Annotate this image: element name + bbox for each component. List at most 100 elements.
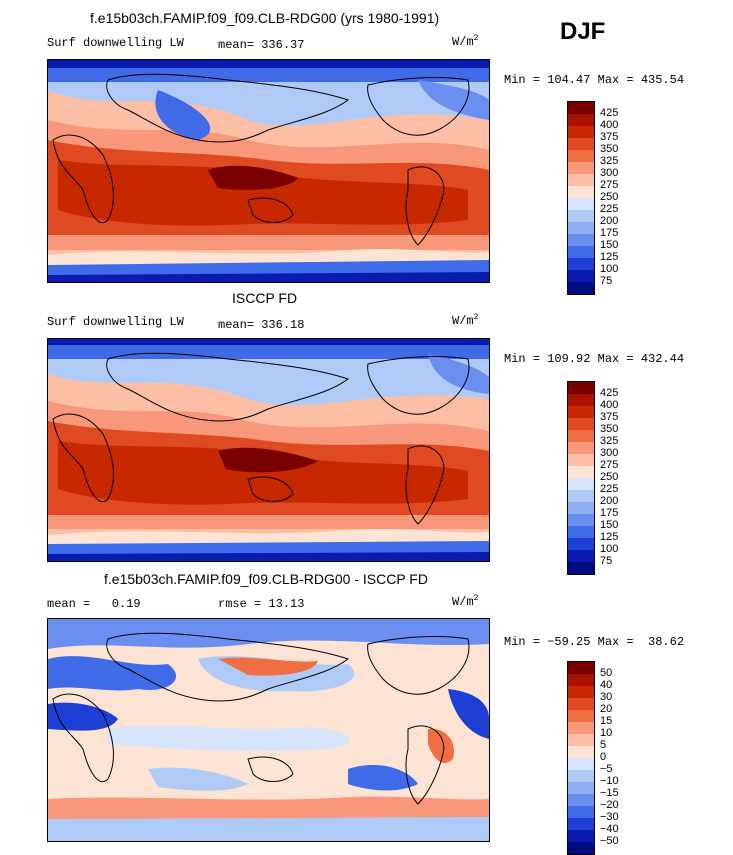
colorbar-tick-label: 325 (600, 435, 619, 447)
colorbar-tick-label: 325 (600, 155, 619, 167)
panel-2-stat-label: mean= (218, 318, 255, 332)
colorbar-tick-label: −10 (600, 775, 619, 787)
colorbar-swatch (568, 490, 594, 502)
colorbar-swatch (568, 502, 594, 514)
colorbar-swatch (568, 246, 594, 258)
panel-2-title: ISCCP FD (232, 290, 298, 306)
colorbar-tick-label: 425 (600, 387, 619, 399)
colorbar-swatch (568, 818, 594, 830)
colorbar-tick-label: 100 (600, 543, 619, 555)
colorbar-tick-label: −40 (600, 823, 619, 835)
colorbar-tick-label: 50 (600, 667, 613, 679)
colorbar-tick-label: 0 (600, 751, 607, 763)
colorbar-swatch (568, 454, 594, 466)
colorbar-swatch (568, 126, 594, 138)
colorbar-tick-label: 150 (600, 519, 619, 531)
colorbar-tick-label: 400 (600, 119, 619, 131)
panel-3-title: f.e15b03ch.FAMIP.f09_f09.CLB-RDG00 - ISC… (104, 571, 428, 587)
colorbar-tick-label: 400 (600, 399, 619, 411)
colorbar-tick-label: 375 (600, 411, 619, 423)
colorbar-tick-label: 175 (600, 227, 619, 239)
panel-2-variable-label: Surf downwelling LW (47, 315, 184, 329)
colorbar-swatch (568, 722, 594, 734)
colorbar-tick-label: 20 (600, 703, 613, 715)
panel-3-mean-label: mean = 0.19 (47, 597, 141, 611)
colorbar-tick-label: 150 (600, 239, 619, 251)
colorbar-swatch (568, 794, 594, 806)
colorbar-tick-label: −50 (600, 835, 619, 847)
panel-2-colorbar-labels: 425 400 375 350 325 300 275 250 225 200 175 150 125 1… (600, 387, 618, 567)
panel-3-rmse-value: 13.13 (268, 597, 305, 611)
colorbar-swatch (568, 418, 594, 430)
colorbar-tick-label: −15 (600, 787, 619, 799)
colorbar-swatch (568, 382, 594, 394)
colorbar-swatch (568, 442, 594, 454)
colorbar-swatch (568, 478, 594, 490)
panel-2-map-svg (48, 339, 489, 561)
panel-2-colorbar (567, 381, 595, 575)
panel-3-map-svg (48, 619, 489, 841)
colorbar-swatch (568, 102, 594, 114)
colorbar-swatch (568, 550, 594, 562)
panel-1-minmax: Min = 104.47 Max = 435.54 (504, 73, 685, 87)
panel-2-mean-label: mean= 336.18 (218, 318, 304, 332)
colorbar-tick-label: −30 (600, 811, 619, 823)
panel-3-unit: W/m2 (452, 594, 479, 609)
colorbar-swatch (568, 842, 594, 854)
colorbar-tick-label: 30 (600, 691, 613, 703)
colorbar-swatch (568, 210, 594, 222)
panel-1-stat-label: mean= (218, 38, 255, 52)
colorbar-tick-label: −20 (600, 799, 619, 811)
panel-1-colorbar-labels: 425 400 375 350 325 300 275 250 225 200 175 150 125 1… (600, 107, 618, 287)
colorbar-swatch (568, 758, 594, 770)
colorbar-tick-label: 375 (600, 131, 619, 143)
colorbar-tick-label: 250 (600, 471, 619, 483)
colorbar-swatch (568, 430, 594, 442)
colorbar-swatch (568, 734, 594, 746)
panel-1-map (47, 59, 490, 283)
colorbar-tick-label: 275 (600, 179, 619, 191)
panel-3-stat-label: rmse = (218, 597, 262, 611)
colorbar-swatch (568, 234, 594, 246)
season-label: DJF (560, 18, 606, 45)
colorbar-swatch (568, 806, 594, 818)
colorbar-swatch (568, 674, 594, 686)
colorbar-tick-label: 275 (600, 459, 619, 471)
panel-3-rmse-label: rmse = 13.13 (218, 597, 304, 611)
panel-3-colorbar-labels: 50 40 30 20 15 10 5 0 −5 −10 −15 −20 −30 −40 −50 (600, 667, 619, 847)
colorbar-swatch (568, 662, 594, 674)
panel-1-map-svg (48, 60, 489, 282)
colorbar-tick-label: 425 (600, 107, 619, 119)
colorbar-swatch (568, 198, 594, 210)
panel-1-unit: W/m2 (452, 34, 479, 49)
colorbar-swatch (568, 174, 594, 186)
colorbar-swatch (568, 258, 594, 270)
colorbar-swatch (568, 770, 594, 782)
panel-1-title: f.e15b03ch.FAMIP.f09_f09.CLB-RDG00 (yrs … (90, 10, 440, 26)
colorbar-tick-label: 125 (600, 251, 619, 263)
panel-3-colorbar (567, 661, 595, 855)
colorbar-swatch (568, 514, 594, 526)
panel-3-map (47, 618, 490, 842)
colorbar-tick-label: 75 (600, 275, 613, 287)
colorbar-tick-label: 200 (600, 215, 619, 227)
colorbar-tick-label: 200 (600, 495, 619, 507)
panel-1-mean-label: mean= 336.37 (218, 38, 304, 52)
colorbar-swatch (568, 114, 594, 126)
colorbar-swatch (568, 698, 594, 710)
colorbar-swatch (568, 222, 594, 234)
colorbar-swatch (568, 270, 594, 282)
panel-1-variable-label: Surf downwelling LW (47, 36, 184, 50)
panel-2-map (47, 338, 490, 562)
colorbar-swatch (568, 562, 594, 574)
colorbar-tick-label: 225 (600, 483, 619, 495)
colorbar-swatch (568, 526, 594, 538)
colorbar-swatch (568, 394, 594, 406)
colorbar-tick-label: 100 (600, 263, 619, 275)
panel-2-unit: W/m2 (452, 313, 479, 328)
colorbar-tick-label: 350 (600, 143, 619, 155)
colorbar-tick-label: 300 (600, 167, 619, 179)
colorbar-swatch (568, 710, 594, 722)
colorbar-tick-label: 40 (600, 679, 613, 691)
colorbar-swatch (568, 138, 594, 150)
